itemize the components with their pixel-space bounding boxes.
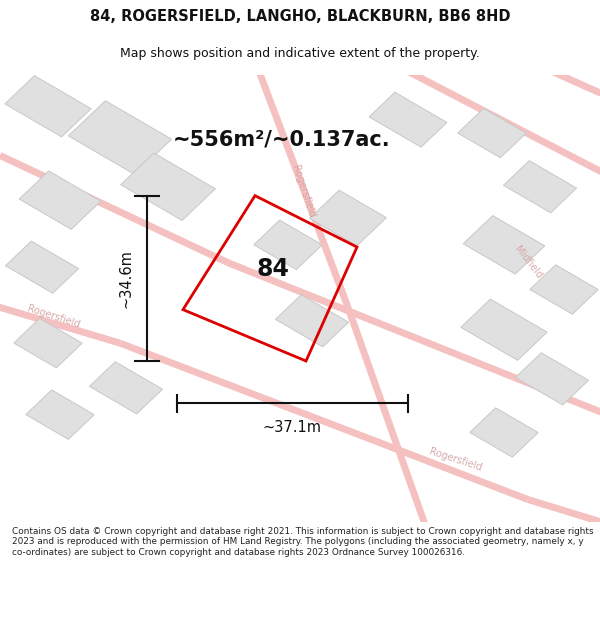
Polygon shape [461,299,547,360]
Text: ~37.1m: ~37.1m [263,421,322,436]
Text: Rogersfield: Rogersfield [26,303,82,329]
Polygon shape [458,108,526,158]
Text: Rogersfield: Rogersfield [428,446,484,472]
Text: Midfield: Midfield [512,244,544,281]
Polygon shape [26,390,94,439]
Polygon shape [14,318,82,368]
Polygon shape [310,190,386,246]
Text: Rogersfield: Rogersfield [290,164,316,219]
Polygon shape [369,92,447,147]
Text: ~556m²/~0.137ac.: ~556m²/~0.137ac. [173,130,391,150]
Text: 84: 84 [257,258,289,281]
Polygon shape [121,153,215,221]
Text: Map shows position and indicative extent of the property.: Map shows position and indicative extent… [120,48,480,61]
Polygon shape [515,352,589,405]
Text: ~34.6m: ~34.6m [119,249,134,308]
Polygon shape [19,171,101,229]
Polygon shape [470,408,538,458]
Polygon shape [254,220,322,269]
Polygon shape [5,76,91,137]
Polygon shape [5,241,79,293]
Polygon shape [463,216,545,274]
Polygon shape [530,265,598,314]
Polygon shape [275,295,349,347]
Polygon shape [68,101,172,174]
Polygon shape [503,161,577,212]
Text: 84, ROGERSFIELD, LANGHO, BLACKBURN, BB6 8HD: 84, ROGERSFIELD, LANGHO, BLACKBURN, BB6 … [90,9,510,24]
Polygon shape [89,362,163,414]
Text: Contains OS data © Crown copyright and database right 2021. This information is : Contains OS data © Crown copyright and d… [12,527,593,557]
